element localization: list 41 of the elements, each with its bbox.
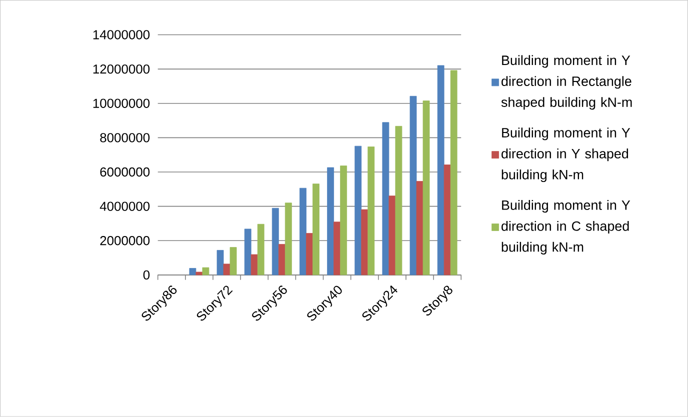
bar (196, 272, 203, 276)
bar (410, 96, 417, 276)
bar (257, 224, 264, 276)
bar (230, 247, 237, 276)
bar (244, 228, 252, 276)
bar (272, 208, 279, 276)
bar (416, 181, 424, 276)
y-tick-label: 6000000 (100, 168, 150, 177)
bar (300, 188, 306, 276)
bar (189, 268, 196, 276)
bar (354, 146, 362, 276)
legend-label: Building moment in Y direction in Y shaped building kN-m (502, 128, 630, 182)
bar (202, 267, 210, 276)
bar (327, 167, 334, 276)
bar (334, 222, 340, 276)
bar (278, 244, 286, 276)
legend-label: Building moment in Y direction in Rectangle shaped building kN-m (501, 55, 632, 110)
bar (250, 254, 258, 276)
bar (395, 126, 402, 276)
legend-label: Building moment in Y direction in C shaped building kN-m (502, 200, 630, 255)
bar (444, 164, 451, 276)
bar (216, 250, 224, 276)
bar (450, 70, 458, 276)
bar (422, 100, 430, 276)
bar (361, 209, 368, 276)
y-tick-label: 4000000 (100, 202, 150, 212)
y-tick-label: 0 (143, 270, 150, 280)
bar (312, 184, 320, 276)
bar (388, 196, 396, 276)
y-tick-label: 10000000 (93, 98, 150, 108)
bar (382, 122, 390, 276)
bar (437, 65, 444, 276)
bar (306, 233, 313, 276)
bar (340, 166, 347, 276)
y-tick-label: 2000000 (100, 236, 150, 246)
y-tick-label: 8000000 (100, 133, 150, 142)
bar (284, 202, 292, 276)
bar (223, 264, 230, 276)
y-tick-label: 12000000 (93, 64, 150, 74)
bar (368, 146, 375, 276)
y-tick-label: 14000000 (93, 30, 150, 40)
